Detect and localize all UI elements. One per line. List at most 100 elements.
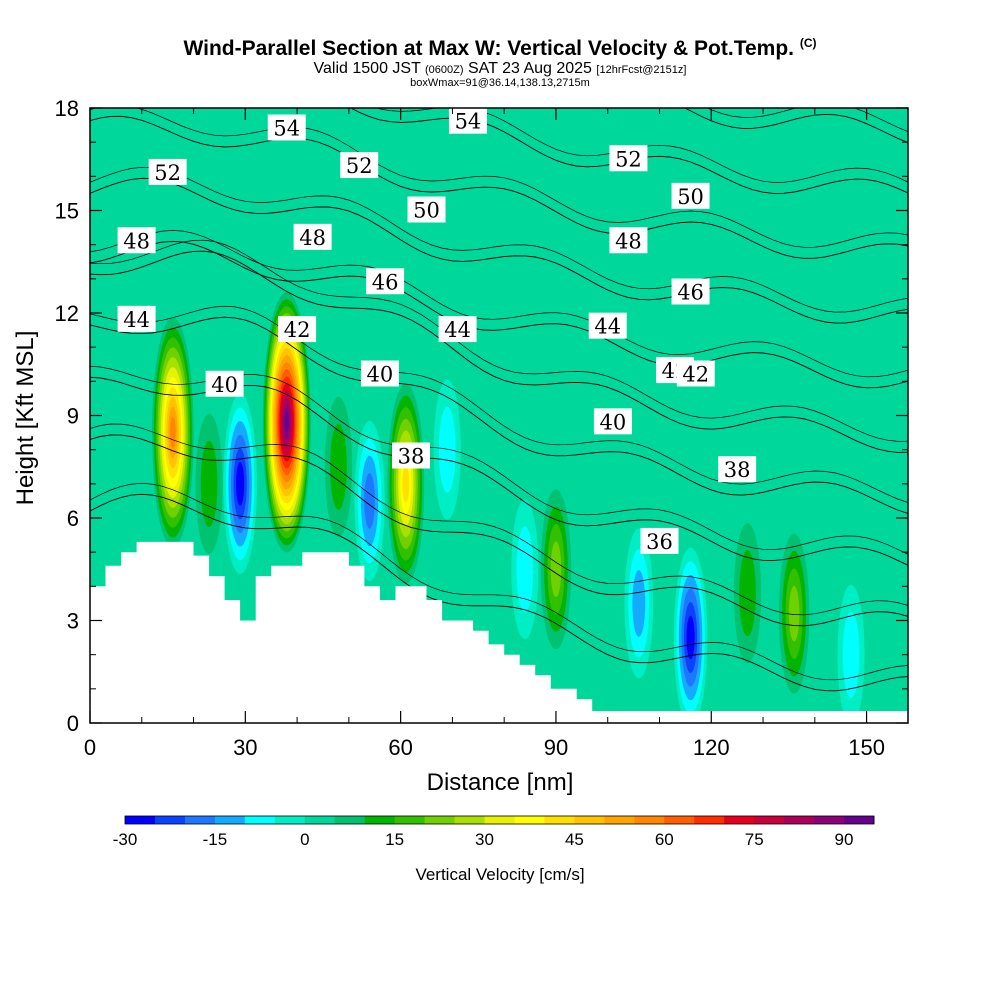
x-tick-label: 30 <box>233 735 257 760</box>
theta-label-box <box>391 442 430 469</box>
theta-label: 46 <box>366 268 405 295</box>
theta-label-text: 48 <box>123 229 150 253</box>
theta-label-box <box>293 223 332 250</box>
theta-label-box <box>117 305 156 332</box>
theta-label-text: 40 <box>600 410 627 434</box>
theta-label-text: 40 <box>367 363 394 387</box>
colorbar-swatch <box>784 816 815 824</box>
y-tick-label: 15 <box>55 199 79 224</box>
downdraft-cell <box>433 379 461 520</box>
colorbar-swatch <box>574 816 605 824</box>
downdraft-contour <box>236 462 245 506</box>
updraft-cell <box>262 292 311 553</box>
theta-label: 46 <box>671 278 710 305</box>
x-axis-title: Distance [nm] <box>427 769 574 796</box>
theta-label: 52 <box>340 152 379 179</box>
theta-line <box>90 434 908 627</box>
theta-line <box>90 177 908 324</box>
updraft-cell <box>540 489 572 650</box>
theta-line <box>90 482 908 681</box>
downdraft-contour <box>686 615 695 660</box>
downdraft-cell <box>511 499 539 640</box>
theta-label: 40 <box>593 408 632 435</box>
colorbar-swatch <box>454 816 486 824</box>
theta-label-text: 52 <box>346 154 373 178</box>
theta-label-text: 48 <box>615 229 642 253</box>
colorbar-tick-label: 15 <box>385 830 404 849</box>
theta-line <box>90 166 908 313</box>
updraft-contour <box>330 423 347 510</box>
y-tick-label: 18 <box>55 96 79 121</box>
colorbar-swatch <box>664 816 695 824</box>
theta-label-text: 42 <box>284 318 311 342</box>
colorbar-swatch <box>214 816 246 824</box>
theta-label: 36 <box>640 527 679 554</box>
colorbar-tick-label: 30 <box>475 830 494 849</box>
theta-label: 50 <box>407 196 446 223</box>
theta-label-text: 42 <box>682 363 709 387</box>
theta-label: 40 <box>360 360 399 387</box>
theta-label-box <box>448 107 487 134</box>
theta-label-box <box>593 408 632 435</box>
updraft-contour <box>788 585 800 642</box>
colorbar-swatch <box>544 816 575 824</box>
colorbar-swatch <box>334 816 366 824</box>
theta-label-box <box>278 316 317 343</box>
downdraft-cell <box>624 528 654 679</box>
theta-label-text: 44 <box>594 315 621 339</box>
theta-line <box>90 305 908 503</box>
updraft-contour <box>284 411 289 434</box>
theta-label-box <box>609 145 648 172</box>
downdraft-cell <box>354 420 385 581</box>
colorbar-swatch <box>484 816 515 824</box>
colorbar-swatch <box>154 816 186 824</box>
theta-label: 54 <box>448 107 487 134</box>
theta-label: 44 <box>438 316 477 343</box>
downdraft-contour <box>842 611 860 698</box>
theta-line <box>350 108 908 194</box>
colorbar-swatch <box>244 816 276 824</box>
colorbar-swatch <box>754 816 785 824</box>
x-tick-label: 150 <box>848 735 885 760</box>
downdraft-cell <box>837 584 865 723</box>
theta-label: 42 <box>676 360 715 387</box>
downdraft-cell <box>223 393 257 574</box>
updraft-contour <box>402 465 410 503</box>
theta-label-text: 54 <box>455 110 482 134</box>
chart-title: Wind-Parallel Section at Max W: Vertical… <box>183 36 817 60</box>
colorbar-swatch <box>304 816 336 824</box>
colorbar-tick-label: 45 <box>565 830 584 849</box>
theta-label-box <box>671 278 710 305</box>
updraft-cell <box>152 317 194 548</box>
theta-label-text: 44 <box>444 318 471 342</box>
theta-line <box>90 115 908 259</box>
theta-line <box>90 230 908 378</box>
theta-line <box>375 108 908 183</box>
theta-label-box <box>588 312 627 339</box>
colorbar-swatch <box>814 816 845 824</box>
colorbar-swatch <box>724 816 755 824</box>
updraft-contour <box>200 440 218 527</box>
y-tick-label: 12 <box>55 301 79 326</box>
theta-line <box>90 250 908 453</box>
theta-label: 40 <box>205 370 244 397</box>
colorbar-tick-label: -15 <box>203 830 228 849</box>
updraft-contour <box>739 550 756 637</box>
colorbar-tick-label: -30 <box>113 830 138 849</box>
colorbar-tick-label: 60 <box>655 830 674 849</box>
updraft-cell <box>324 396 353 537</box>
theta-line <box>706 108 908 132</box>
theta-label-text: 48 <box>299 226 326 250</box>
theta-label-box <box>609 227 648 254</box>
terrain <box>90 541 908 723</box>
colorbar-swatch <box>514 816 545 824</box>
theta-label-text: 38 <box>724 458 751 482</box>
x-tick-label: 0 <box>84 735 96 760</box>
colorbar-swatch <box>694 816 725 824</box>
downdraft-contour <box>364 473 375 529</box>
theta-label-box <box>340 152 379 179</box>
theta-label-box <box>407 196 446 223</box>
theta-label-text: 52 <box>615 147 642 171</box>
colorbar-swatch <box>394 816 426 824</box>
